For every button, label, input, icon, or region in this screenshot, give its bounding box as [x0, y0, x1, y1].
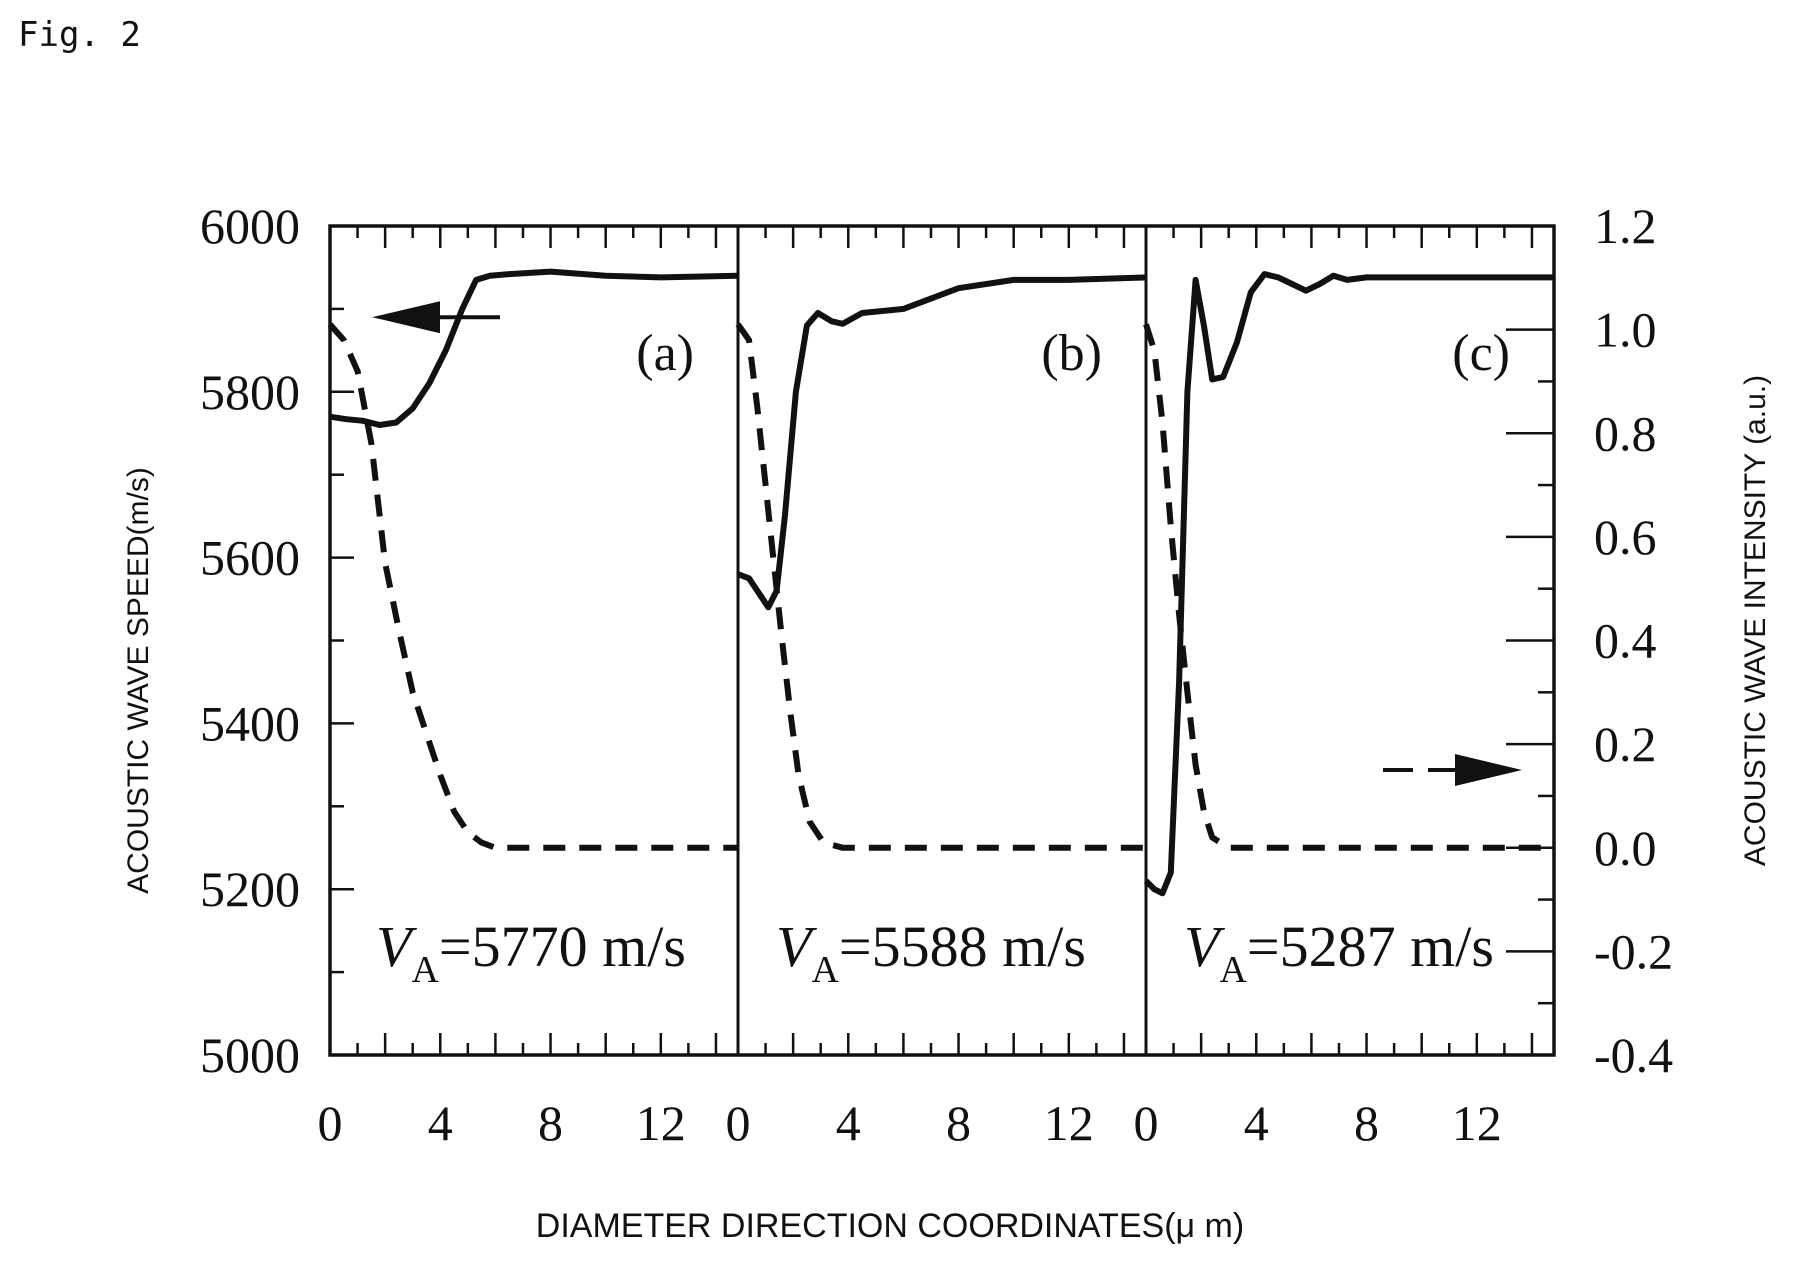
y-tick-label-left: 5200 — [200, 861, 300, 917]
y-tick-label-left: 6000 — [200, 198, 300, 254]
x-tick-label: 0 — [726, 1095, 751, 1151]
speed-series-b — [736, 274, 1147, 611]
left-axis-arrow-head — [372, 301, 440, 334]
panel-label-c: (c) — [1452, 325, 1510, 382]
x-tick-label: 4 — [836, 1095, 861, 1151]
intensity-series-b — [735, 322, 1146, 851]
y-tick-label-right: 0.6 — [1594, 509, 1657, 565]
x-tick-label: 12 — [636, 1095, 686, 1151]
x-tick-label: 12 — [1044, 1095, 1094, 1151]
x-tick-label: 0 — [1134, 1095, 1159, 1151]
y-axis-label-right: ACOUSTIC WAVE INTENSITY (a.u.) — [1739, 375, 1772, 866]
va-annotation-c: VA=5287 m/s — [1184, 914, 1494, 991]
x-tick-label: 0 — [318, 1095, 343, 1151]
y-tick-label-left: 5800 — [200, 364, 300, 420]
y-tick-label-right: 1.0 — [1594, 302, 1657, 358]
x-tick-label: 8 — [1354, 1095, 1379, 1151]
x-tick-label: 12 — [1452, 1095, 1502, 1151]
y-tick-label-right: 0.2 — [1594, 716, 1657, 772]
y-tick-label-right: -0.4 — [1594, 1027, 1673, 1083]
va-annotation-a: VA=5770 m/s — [376, 914, 686, 991]
speed-series-a — [329, 268, 739, 428]
y-tick-label-right: -0.2 — [1594, 923, 1673, 979]
intensity-series-c — [1143, 323, 1554, 851]
x-tick-label: 4 — [428, 1095, 453, 1151]
intensity-series-a — [327, 322, 738, 851]
y-tick-label-left: 5600 — [200, 530, 300, 586]
y-tick-label-right: 0.4 — [1594, 613, 1657, 669]
y-tick-label-left: 5000 — [200, 1027, 300, 1083]
y-tick-label-right: 1.2 — [1594, 198, 1657, 254]
y-tick-label-right: 0.0 — [1594, 820, 1657, 876]
y-tick-label-right: 0.8 — [1594, 405, 1657, 461]
panel-label-a: (a) — [636, 325, 694, 382]
y-tick-label-left: 5400 — [200, 695, 300, 751]
va-annotation-b: VA=5588 m/s — [776, 914, 1086, 991]
panel-label-b: (b) — [1041, 325, 1102, 382]
x-tick-label: 4 — [1244, 1095, 1269, 1151]
plot-area: 0 4 8 12 0 4 8 12 0 4 8 12 5000 5200 5400 5600 5800 6000 -… — [200, 198, 1673, 1151]
x-tick-label: 8 — [946, 1095, 971, 1151]
speed-series-c — [1143, 271, 1554, 897]
x-tick-label: 8 — [538, 1095, 563, 1151]
figure-label: Fig. 2 — [18, 15, 141, 55]
right-axis-arrow-head — [1455, 754, 1522, 787]
x-axis-label: DIAMETER DIRECTION COORDINATES(μ m) — [536, 1207, 1244, 1245]
y-axis-label-left: ACOUSTIC WAVE SPEED(m/s) — [122, 467, 155, 894]
